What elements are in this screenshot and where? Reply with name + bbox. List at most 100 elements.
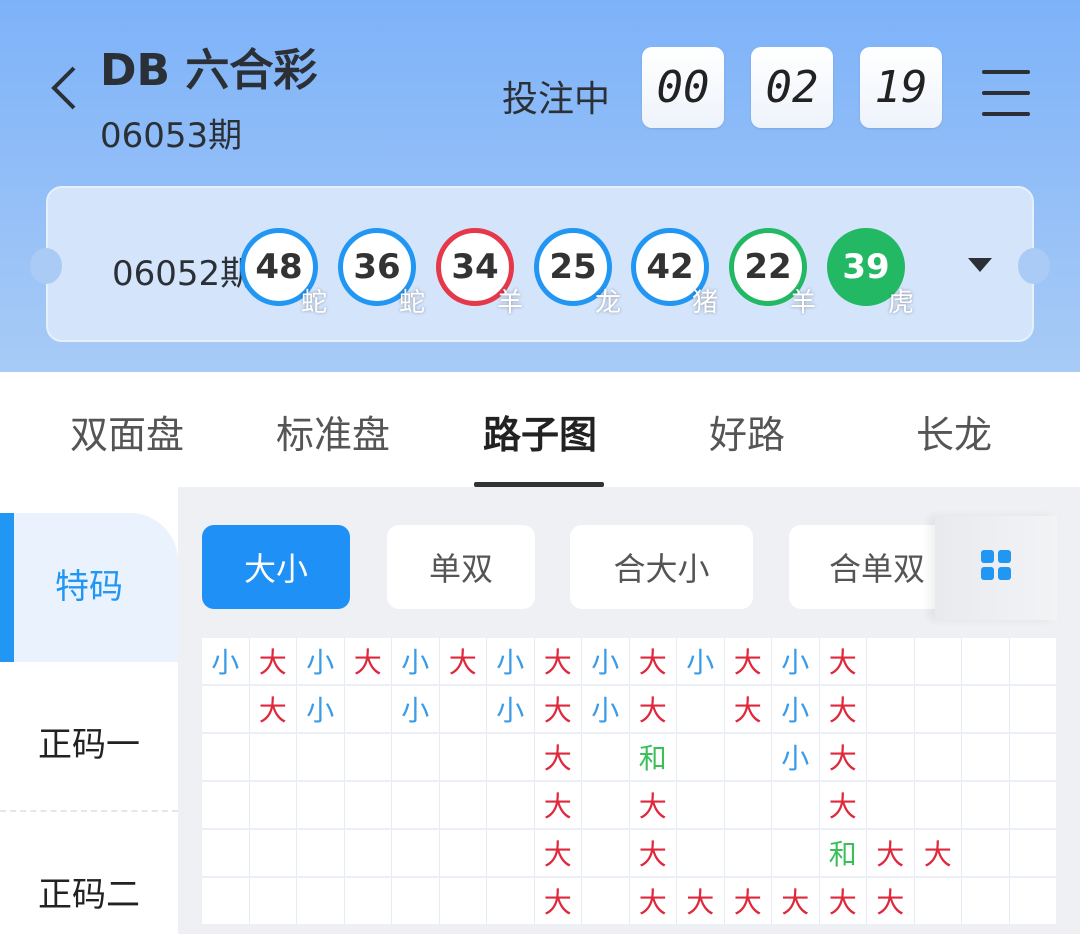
road-cell: 小: [772, 734, 820, 782]
last-draw-card[interactable]: 06052期 48 蛇 36 蛇 34 羊 25 龙 42 猪 22 羊 39 虎: [30, 186, 1050, 342]
ball-zodiac: 羊: [497, 288, 524, 318]
back-icon[interactable]: [46, 64, 80, 112]
road-cell: 大: [819, 734, 867, 782]
road-cell: 小: [392, 638, 440, 686]
grid-icon: [981, 550, 1011, 580]
road-cell: [582, 782, 630, 830]
road-cell: [1009, 830, 1056, 878]
filter-sum-big-small[interactable]: 合大小: [570, 525, 753, 609]
timer-seconds: 19: [854, 47, 948, 128]
ball-number: 34: [436, 228, 514, 306]
road-cell: 大: [629, 878, 677, 926]
sidebar-item-special[interactable]: 特码: [0, 513, 178, 662]
road-cell: 小: [677, 638, 725, 686]
ball-number: 36: [338, 228, 416, 306]
road-cell: 大: [439, 638, 487, 686]
road-cell: 大: [724, 878, 772, 926]
road-cell: 和: [819, 830, 867, 878]
road-cell: 大: [819, 878, 867, 926]
tab-standard[interactable]: 标准盘: [275, 413, 391, 457]
road-cell: [867, 734, 915, 782]
road-cell: [1009, 878, 1056, 926]
road-cell: [962, 734, 1010, 782]
road-cell: [344, 686, 392, 734]
road-cell: 小: [772, 638, 820, 686]
road-cell: [297, 830, 345, 878]
active-tab-indicator: [474, 482, 604, 487]
road-cell: [867, 686, 915, 734]
tab-good-road[interactable]: 好路: [708, 413, 786, 457]
road-cell: 小: [582, 686, 630, 734]
road-cell: 和: [629, 734, 677, 782]
road-cell: 大: [772, 878, 820, 926]
road-cell: [914, 686, 962, 734]
betting-status: 投注中: [502, 79, 611, 120]
road-cell: [249, 782, 297, 830]
road-cell: [202, 734, 250, 782]
road-cell: 大: [819, 782, 867, 830]
road-cell: [867, 782, 915, 830]
ball-number: 39: [827, 228, 905, 306]
road-cell: 大: [534, 878, 582, 926]
road-cell: [724, 830, 772, 878]
road-cell: 小: [582, 638, 630, 686]
road-cell: [962, 638, 1010, 686]
filter-odd-even[interactable]: 单双: [387, 525, 535, 609]
dropdown-caret-icon[interactable]: [968, 258, 992, 272]
road-cell: [962, 830, 1010, 878]
road-cell: [914, 638, 962, 686]
page-title: DB 六合彩: [100, 45, 318, 96]
road-cell: 小: [772, 686, 820, 734]
road-cell: 大: [724, 638, 772, 686]
filter-big-small[interactable]: 大小: [202, 525, 350, 609]
road-cell: [249, 830, 297, 878]
road-cell: 大: [867, 878, 915, 926]
ball-zodiac: 蛇: [301, 288, 328, 318]
road-cell: [487, 878, 535, 926]
grid-view-button[interactable]: [935, 516, 1057, 620]
ball-zodiac: 蛇: [399, 288, 426, 318]
road-cell: 大: [534, 638, 582, 686]
tab-road-chart[interactable]: 路子图: [482, 413, 598, 457]
tab-long-dragon[interactable]: 长龙: [915, 413, 993, 457]
ball-number: 42: [631, 228, 709, 306]
road-cell: [297, 878, 345, 926]
road-cell: [677, 734, 725, 782]
menu-icon[interactable]: [982, 70, 1030, 116]
road-cell: 大: [629, 638, 677, 686]
road-cell: [202, 782, 250, 830]
ball-zodiac: 龙: [595, 288, 622, 318]
road-cell: [392, 734, 440, 782]
road-cell: [582, 830, 630, 878]
tab-two-sided[interactable]: 双面盘: [69, 413, 185, 457]
road-cell: 大: [534, 734, 582, 782]
ball-zodiac: 虎: [888, 288, 915, 318]
road-cell: [487, 734, 535, 782]
sidebar: 特码 正码一 正码二: [0, 487, 178, 934]
road-cell: [582, 734, 630, 782]
road-cell: 小: [487, 638, 535, 686]
road-cell: 大: [534, 782, 582, 830]
road-cell: 大: [819, 638, 867, 686]
ball-zodiac: 羊: [790, 288, 817, 318]
road-cell: [867, 638, 915, 686]
ball-number: 48: [240, 228, 318, 306]
road-cell: [344, 878, 392, 926]
road-cell: [724, 782, 772, 830]
road-cell: [487, 782, 535, 830]
road-cell: 大: [819, 686, 867, 734]
header: DB 六合彩 06053期 投注中 00 02 19 06052期 48 蛇 36 蛇…: [0, 0, 1080, 372]
road-cell: 小: [392, 686, 440, 734]
road-cell: [677, 782, 725, 830]
road-cell: [1009, 782, 1056, 830]
road-cell: [677, 830, 725, 878]
road-cell: [582, 878, 630, 926]
road-cell: [724, 734, 772, 782]
road-cell: [439, 878, 487, 926]
sidebar-item-regular-2[interactable]: 正码二: [38, 875, 140, 915]
road-cell: 大: [914, 830, 962, 878]
road-chart-grid: 小大小大小大小大小大小大小大大小小小大小大大小大大和小大大大大大大和大大大大大大…: [202, 638, 1056, 926]
sidebar-item-regular-1[interactable]: 正码一: [38, 725, 140, 765]
ball-zodiac: 猪: [692, 288, 719, 318]
road-cell: [297, 734, 345, 782]
